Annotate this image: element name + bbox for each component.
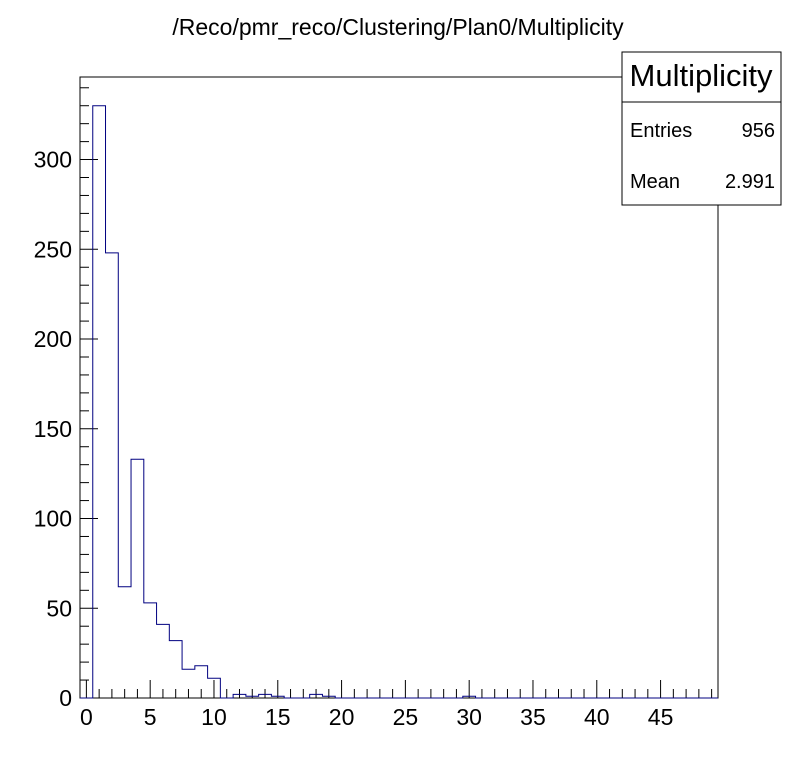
x-tick-label: 10 — [201, 704, 227, 730]
axis-ticks — [80, 87, 713, 699]
x-tick-label: 0 — [80, 704, 93, 730]
y-tick-label: 100 — [34, 506, 72, 532]
histogram-series-line — [80, 105, 718, 699]
stats-entries-label: Entries — [630, 120, 692, 142]
y-tick-label: 150 — [34, 416, 72, 442]
x-tick-label: 25 — [393, 704, 419, 730]
stats-mean-label: Mean — [630, 171, 680, 193]
stats-mean-value: 2.991 — [725, 171, 775, 193]
stats-box-frame — [621, 51, 782, 206]
x-tick-label: 15 — [265, 704, 291, 730]
y-tick-label: 250 — [34, 236, 72, 262]
stats-entries-value: 956 — [742, 120, 775, 142]
x-tick-label: 45 — [648, 704, 674, 730]
y-tick-label: 200 — [34, 326, 72, 352]
stats-box-title: Multiplicity — [630, 58, 773, 93]
x-tick-label: 30 — [456, 704, 482, 730]
y-tick-label: 50 — [46, 595, 72, 621]
chart-title: /Reco/pmr_reco/Clustering/Plan0/Multipli… — [172, 14, 624, 40]
y-tick-label: 300 — [34, 147, 72, 173]
x-tick-label: 35 — [520, 704, 546, 730]
x-tick-label: 5 — [144, 704, 157, 730]
x-tick-label: 20 — [329, 704, 355, 730]
x-tick-label: 40 — [584, 704, 610, 730]
stats-box: Multiplicity Entries 956 Mean 2.991 — [621, 51, 782, 206]
y-tick-label: 0 — [59, 685, 72, 711]
axis-tick-labels: 0 5 10 15 20 25 30 35 40 45 0 50 100 150 200 250 300 — [34, 147, 674, 730]
